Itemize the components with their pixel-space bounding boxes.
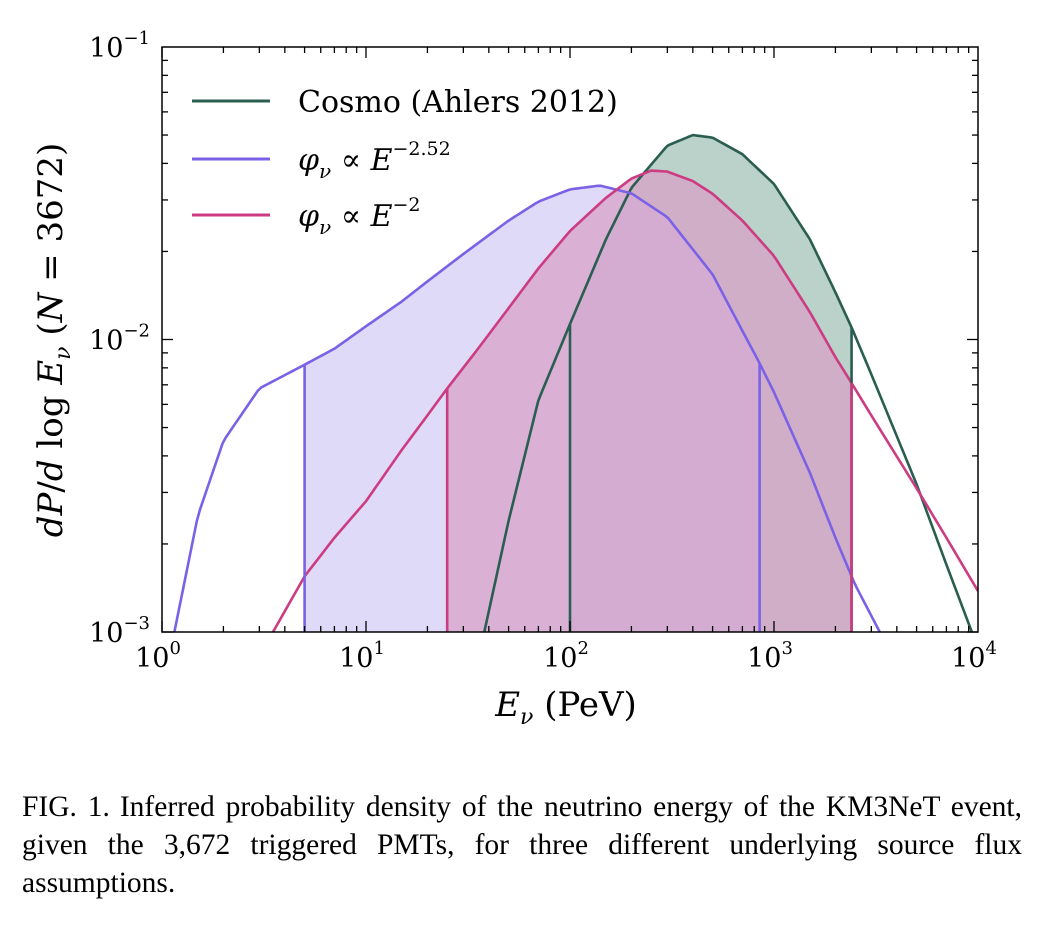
x-tick-label: 100 [135,638,181,674]
series-line-2 [271,169,978,632]
x-tick-label: 102 [543,638,589,674]
legend-item-e252: φν ∝ E−2.52 [192,138,451,183]
caption-label: FIG. 1. [22,791,110,823]
series-line-0 [483,133,974,632]
caption-text: Inferred probability density of the neut… [22,791,1022,899]
y-axis-label: dP/d log Eν (N = 3672) [31,143,76,538]
legend-item-cosmo: Cosmo (Ahlers 2012) [192,85,618,120]
legend-label-cosmo: Cosmo (Ahlers 2012) [298,85,618,120]
fill-regions [304,135,852,632]
legend-label-e252: φν ∝ E−2.52 [298,138,451,183]
energy-distribution-chart: 100 101 102 103 104 10−3 10−2 10−1 Eν (PeV) dP/… [31,28,997,730]
series-line-1 [173,184,881,632]
fill-edges [303,323,853,632]
legend-label-e2: φν ∝ E−2 [298,194,420,239]
legend-item-e2: φν ∝ E−2 [192,194,420,239]
x-tick-label: 104 [951,638,997,674]
y-tick-label: 10−2 [89,321,150,357]
fill-region-2 [447,170,852,632]
y-tick-label: 10−1 [89,28,150,64]
x-tick-label: 103 [747,638,793,674]
x-tick-label: 101 [339,638,385,674]
figure-caption: FIG. 1. Inferred probability density of t… [22,788,1022,902]
y-tick-label: 10−3 [89,613,150,649]
figure: 100 101 102 103 104 10−3 10−2 10−1 Eν (PeV) dP/… [31,28,997,730]
tick-labels: 100 101 102 103 104 10−3 10−2 10−1 [89,28,997,674]
axis-ticks [161,47,978,633]
x-axis-label: Eν (PeV) [494,685,637,730]
legend: Cosmo (Ahlers 2012) φν ∝ E−2.52 φν ∝ E−2 [192,85,618,239]
series-curves [173,133,978,632]
